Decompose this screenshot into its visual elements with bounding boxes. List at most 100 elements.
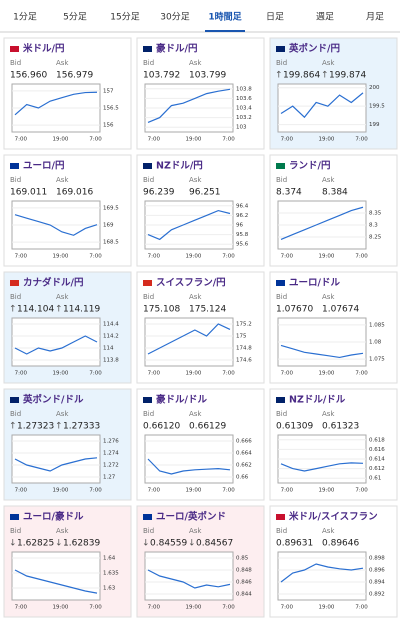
x-tick-label: 19:00	[318, 605, 334, 611]
tab[interactable]: 1分足	[13, 12, 37, 23]
bid-label: Bid	[276, 59, 287, 67]
flag	[10, 514, 19, 520]
ask-value: 169.016	[56, 188, 93, 198]
x-tick-label: 19:00	[318, 371, 334, 377]
x-tick-label: 19:00	[185, 254, 201, 260]
tab[interactable]: 30分足	[160, 12, 189, 23]
bid-value: 114.104	[17, 305, 54, 315]
ask-label: Ask	[322, 293, 335, 301]
y-tick-label: 0.616	[369, 447, 385, 453]
tab[interactable]: 1時間足	[208, 11, 242, 23]
y-tick-label: 0.844	[236, 592, 252, 598]
x-tick-label: 7:00	[148, 605, 161, 611]
flag	[143, 397, 152, 403]
y-tick-label: 1.075	[369, 357, 385, 363]
x-tick-label: 19:00	[185, 371, 201, 377]
ask-label: Ask	[322, 527, 335, 535]
y-tick-label: 0.85	[236, 556, 249, 562]
tab[interactable]: 日足	[266, 12, 284, 23]
y-tick-label: 0.896	[369, 568, 385, 574]
tab[interactable]: 15分足	[110, 12, 139, 23]
bid-label: Bid	[143, 59, 154, 67]
bid-label: Bid	[143, 176, 154, 184]
y-tick-label: 8.35	[369, 211, 382, 217]
y-tick-label: 1.27	[103, 475, 116, 481]
x-tick-label: 7:00	[15, 254, 28, 260]
trend-arrow: ↑	[9, 422, 17, 432]
ask-value: 96.251	[189, 188, 221, 198]
pair-name: ユーロ/円	[23, 161, 64, 172]
y-tick-label: 175.2	[236, 322, 252, 328]
y-tick-label: 1.085	[369, 322, 385, 328]
bid-label: Bid	[143, 410, 154, 418]
x-tick-label: 7:00	[148, 488, 161, 494]
pair-name: 米ドル/スイスフラン	[288, 511, 378, 523]
y-tick-label: 103	[236, 125, 247, 131]
trend-arrow: ↓	[55, 539, 63, 549]
ask-value: 175.124	[189, 305, 226, 315]
y-tick-label: 156	[103, 123, 114, 129]
y-tick-label: 0.612	[369, 466, 385, 472]
price-line	[14, 335, 98, 355]
x-tick-label: 7:00	[15, 137, 28, 143]
ask-value: 1.07674	[322, 305, 359, 315]
ask-label: Ask	[56, 293, 69, 301]
trend-arrow: ↑	[321, 71, 329, 81]
pair-name: カナダドル/円	[23, 277, 83, 289]
y-tick-label: 0.898	[369, 556, 385, 562]
ask-label: Ask	[322, 410, 335, 418]
y-tick-label: 95.8	[236, 232, 249, 238]
trend-arrow: ↓	[188, 539, 196, 549]
flag	[10, 280, 19, 286]
trend-arrow: ↓	[142, 539, 150, 549]
x-tick-label: 7:00	[89, 371, 102, 377]
flag	[143, 163, 152, 169]
pair-name: ランド/円	[289, 161, 330, 172]
bid-value: 1.07670	[276, 305, 313, 315]
trend-arrow: ↓	[9, 539, 17, 549]
pair-name: ユーロ/ドル	[289, 278, 340, 289]
tab[interactable]: 週足	[316, 12, 334, 23]
chart-frame	[144, 317, 234, 367]
flag	[143, 280, 152, 286]
tab[interactable]: 5分足	[63, 12, 87, 23]
x-tick-label: 7:00	[222, 137, 235, 143]
price-line	[147, 569, 231, 589]
x-tick-label: 19:00	[185, 605, 201, 611]
tab[interactable]: 月足	[366, 12, 384, 23]
flag	[10, 397, 19, 403]
y-tick-label: 96	[236, 223, 243, 229]
chart-frame	[11, 317, 101, 367]
flag	[276, 46, 285, 52]
bid-label: Bid	[10, 410, 21, 418]
ask-label: Ask	[322, 59, 335, 67]
x-tick-label: 19:00	[185, 488, 201, 494]
ask-label: Ask	[189, 527, 202, 535]
bid-label: Bid	[143, 527, 154, 535]
y-tick-label: 0.846	[236, 580, 252, 586]
y-tick-label: 199.5	[369, 104, 385, 110]
y-tick-label: 0.892	[369, 592, 385, 598]
price-line	[14, 569, 98, 594]
x-tick-label: 19:00	[52, 254, 68, 260]
price-line	[14, 457, 98, 472]
ask-value: 0.84567	[196, 539, 233, 549]
y-tick-label: 0.664	[236, 451, 252, 457]
bid-label: Bid	[276, 410, 287, 418]
